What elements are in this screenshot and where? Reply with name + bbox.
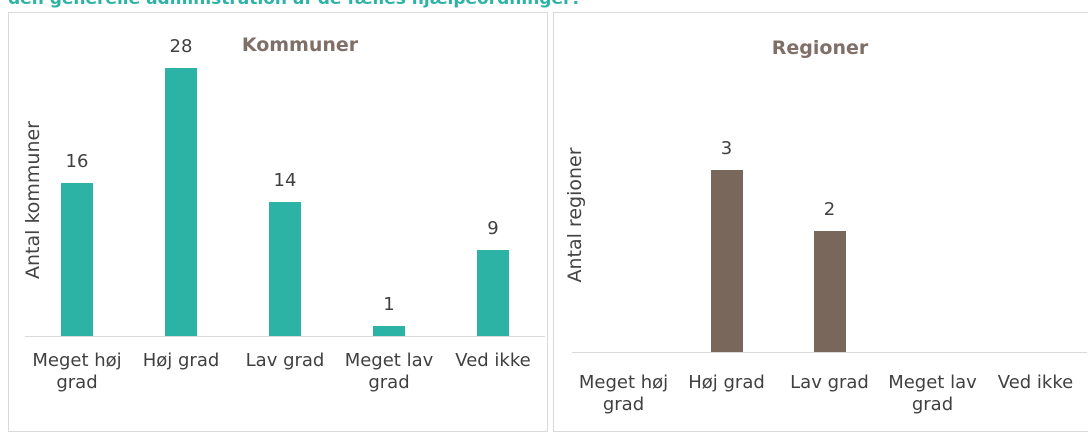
- x-tick-label: Ved ikke: [997, 372, 1074, 393]
- data-label: 1: [383, 294, 395, 316]
- x-axis: [25, 336, 545, 337]
- x-tick-label: Meget lav grad: [344, 350, 434, 393]
- data-label: 28: [169, 36, 193, 58]
- bar: [477, 249, 509, 336]
- bar: [165, 68, 197, 336]
- data-label: 9: [487, 217, 499, 239]
- bar: [813, 230, 846, 352]
- x-tick-label: Lav grad: [790, 372, 869, 393]
- x-tick-label: Høj grad: [142, 350, 220, 371]
- x-axis: [572, 352, 1087, 353]
- x-tick-label: Meget høj grad: [32, 350, 122, 393]
- data-label: 2: [823, 198, 836, 220]
- chart-title: Regioner: [771, 37, 869, 59]
- chart-panel: [553, 12, 1088, 432]
- x-tick-label: Lav grad: [245, 350, 325, 371]
- bar: [269, 202, 301, 336]
- x-tick-label: Høj grad: [688, 372, 765, 393]
- y-axis-label: Antal regioner: [564, 147, 586, 283]
- data-label: 14: [273, 170, 297, 192]
- chart-title: Kommuner: [241, 34, 359, 56]
- y-axis-label: Antal kommuner: [22, 120, 44, 280]
- x-tick-label: Meget høj grad: [578, 372, 669, 415]
- data-label: 3: [720, 138, 733, 160]
- bar: [61, 182, 93, 336]
- x-tick-label: Ved ikke: [455, 350, 531, 371]
- heading: den generelle administration af de fælle…: [8, 0, 581, 9]
- bar: [710, 170, 743, 352]
- x-tick-label: Meget lav grad: [888, 372, 977, 415]
- data-label: 16: [65, 150, 89, 172]
- bar: [373, 326, 405, 336]
